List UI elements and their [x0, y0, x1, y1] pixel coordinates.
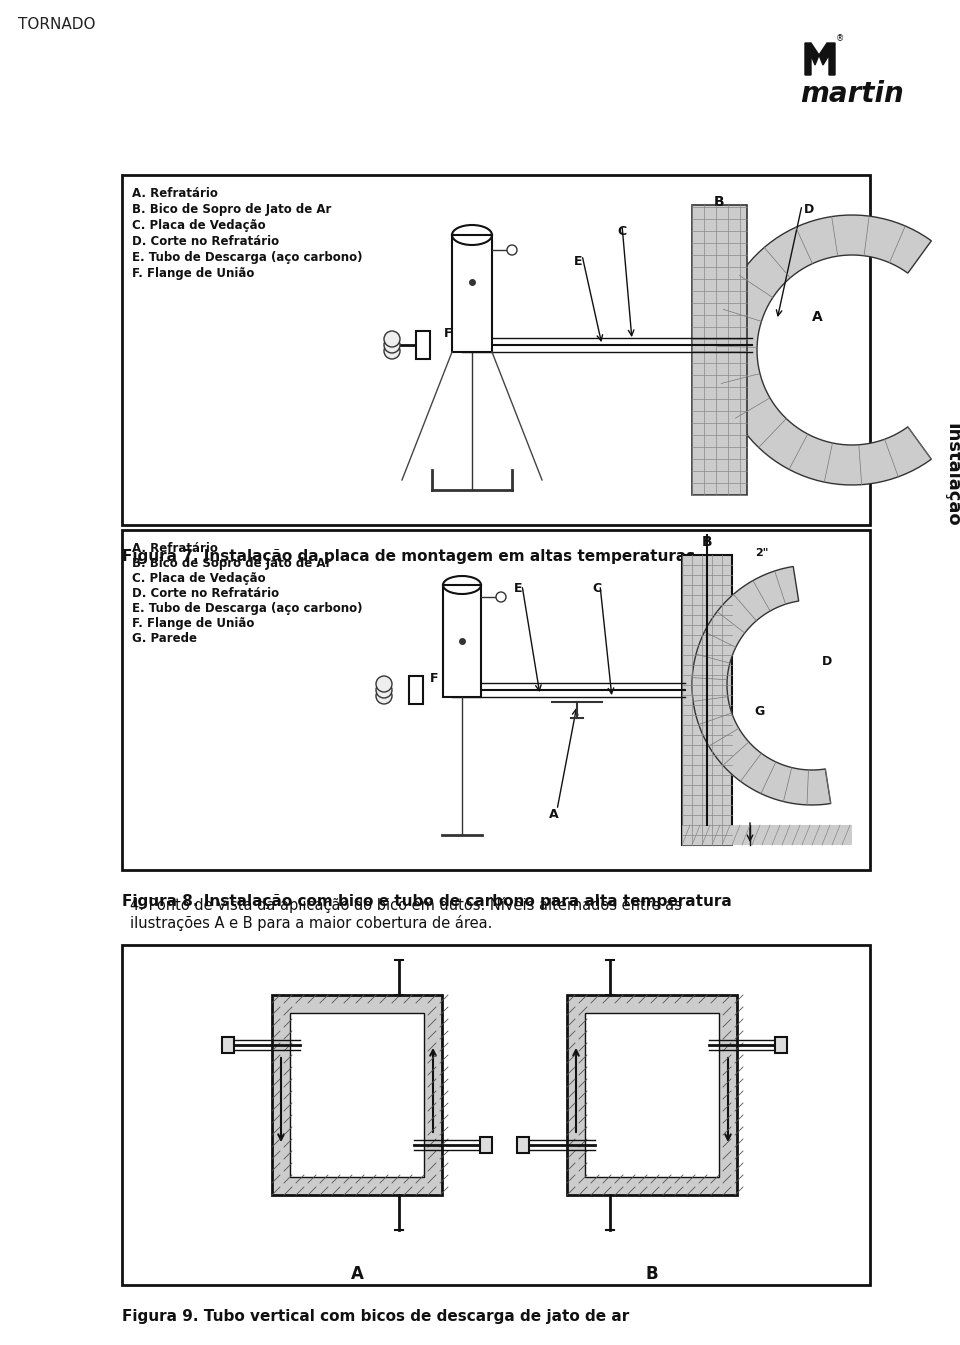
Bar — [692, 204, 747, 495]
Bar — [222, 1037, 234, 1053]
Circle shape — [376, 689, 392, 703]
Polygon shape — [692, 566, 830, 806]
Bar — [452, 235, 492, 352]
Circle shape — [376, 677, 392, 691]
Text: B: B — [646, 1266, 659, 1283]
Circle shape — [507, 245, 517, 256]
Text: A. Refratário: A. Refratário — [132, 187, 218, 200]
Bar — [272, 995, 442, 1194]
Text: martin: martin — [800, 79, 903, 108]
Text: D: D — [822, 655, 832, 668]
Bar — [122, 175, 870, 525]
Bar — [517, 1137, 529, 1153]
Text: B. Bico de Sopro de Jato de Ar: B. Bico de Sopro de Jato de Ar — [132, 557, 331, 570]
Ellipse shape — [443, 576, 481, 594]
Text: A: A — [549, 808, 559, 820]
Text: B: B — [702, 535, 712, 549]
Circle shape — [496, 592, 506, 603]
Circle shape — [384, 343, 400, 359]
Bar — [443, 585, 481, 697]
Bar — [682, 555, 732, 845]
Text: G: G — [754, 705, 764, 718]
Text: TORNADO: TORNADO — [18, 17, 95, 32]
Circle shape — [384, 331, 400, 347]
Polygon shape — [805, 43, 835, 75]
Bar — [290, 1013, 424, 1177]
Text: ilustrações A e B para a maior cobertura de área.: ilustrações A e B para a maior cobertura… — [130, 915, 492, 931]
Text: D: D — [804, 203, 814, 217]
Text: E: E — [574, 256, 583, 268]
Bar — [480, 1137, 492, 1153]
Text: E. Tubo de Descarga (aço carbono): E. Tubo de Descarga (aço carbono) — [132, 252, 363, 264]
Bar — [585, 1013, 719, 1177]
Bar — [682, 824, 852, 845]
Text: C: C — [592, 582, 601, 594]
Text: 4. Ponto de vista da aplicação do bico em dutos. Níveis alternados entre as: 4. Ponto de vista da aplicação do bico e… — [130, 897, 682, 913]
Bar — [122, 946, 870, 1284]
Bar — [409, 677, 423, 703]
Text: E. Tubo de Descarga (aço carbono): E. Tubo de Descarga (aço carbono) — [132, 603, 363, 615]
Text: Figura 7. Instalação da placa de montagem em altas temperaturas: Figura 7. Instalação da placa de montage… — [122, 549, 695, 564]
Text: Instalação: Instalação — [943, 424, 960, 527]
Text: A: A — [350, 1266, 364, 1283]
Bar — [775, 1037, 787, 1053]
Text: ®: ® — [836, 34, 844, 43]
Text: B: B — [714, 195, 725, 208]
Text: Figura 8. Instalação com bico e tubo de carbono para alta temperatura: Figura 8. Instalação com bico e tubo de … — [122, 894, 732, 909]
Circle shape — [384, 338, 400, 352]
Circle shape — [376, 682, 392, 698]
Bar — [416, 331, 430, 359]
Text: B. Bico de Sopro de Jato de Ar: B. Bico de Sopro de Jato de Ar — [132, 203, 331, 217]
Text: D. Corte no Refratário: D. Corte no Refratário — [132, 235, 279, 247]
Text: 2": 2" — [755, 547, 768, 558]
Text: C. Placa de Vedação: C. Placa de Vedação — [132, 572, 266, 585]
Text: G. Parede: G. Parede — [132, 632, 197, 646]
Ellipse shape — [452, 225, 492, 245]
Text: Figura 9. Tubo vertical com bicos de descarga de jato de ar: Figura 9. Tubo vertical com bicos de des… — [122, 1309, 629, 1323]
Text: E: E — [514, 582, 522, 594]
Text: A. Refratário: A. Refratário — [132, 542, 218, 555]
Text: F: F — [444, 327, 452, 340]
Bar — [567, 995, 737, 1194]
Text: F. Flange de União: F. Flange de União — [132, 617, 254, 629]
Bar — [122, 530, 870, 870]
Text: D. Corte no Refratário: D. Corte no Refratário — [132, 586, 279, 600]
Text: A: A — [812, 309, 823, 324]
Polygon shape — [717, 215, 931, 486]
Text: F. Flange de União: F. Flange de União — [132, 268, 254, 280]
Text: C. Placa de Vedação: C. Placa de Vedação — [132, 219, 266, 231]
Text: F: F — [430, 672, 439, 685]
Text: C: C — [617, 225, 626, 238]
